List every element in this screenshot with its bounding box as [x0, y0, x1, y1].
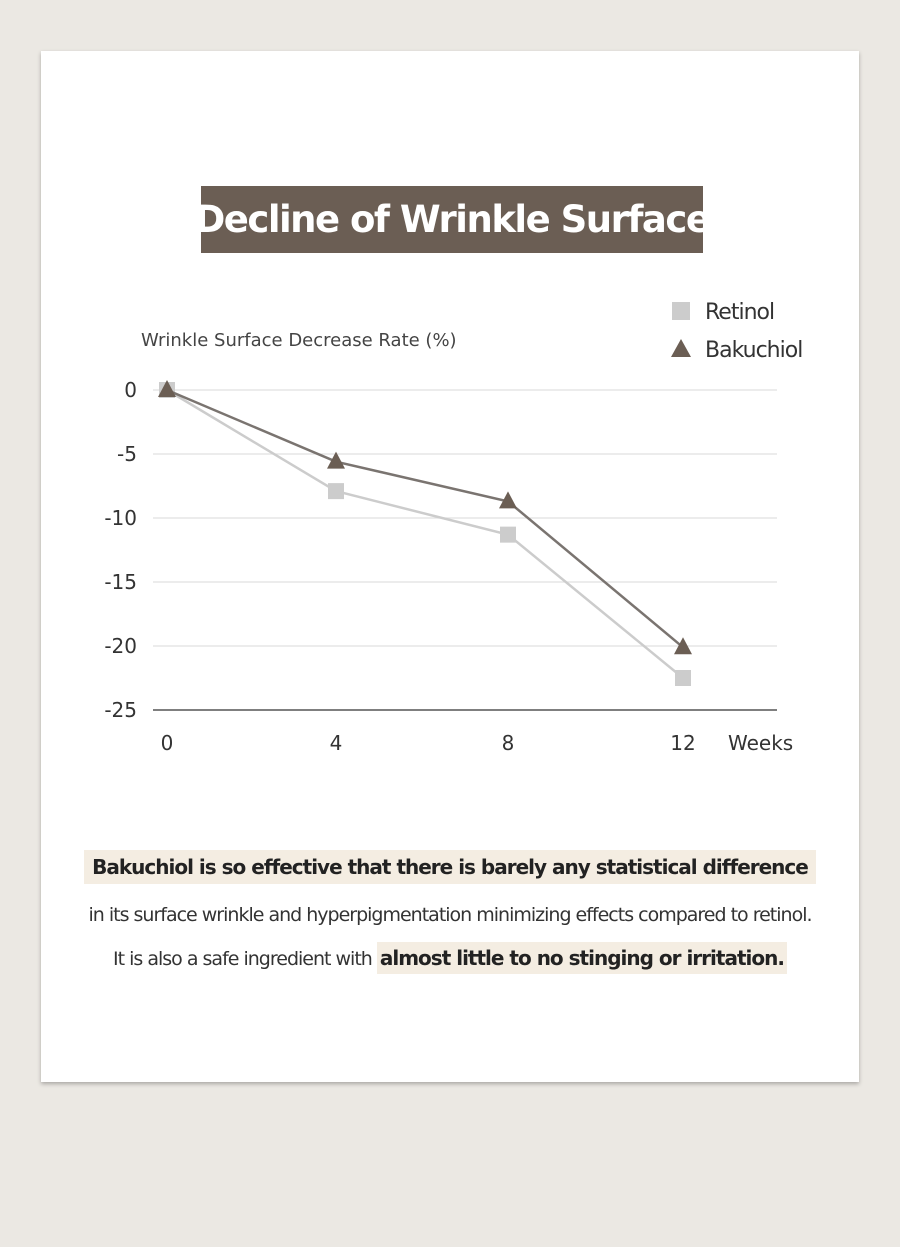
legend-label-bakuchiol: Bakuchiol	[705, 338, 802, 363]
legend-label-retinol: Retinol	[705, 300, 774, 325]
bakuchiol-line	[166, 388, 684, 649]
chart-title-box: Decline of Wrinkle Surface	[195, 186, 711, 253]
x-tick-label: 12	[670, 731, 695, 755]
legend-marker-retinol	[672, 302, 690, 320]
retinol-point	[328, 483, 344, 500]
x-tick-label: 4	[330, 731, 343, 755]
content-card: Decline of Wrinkle Surface 0 -5 -10 -15 -20 -…	[41, 51, 859, 1082]
bakuchiol-point	[327, 451, 345, 469]
series-group	[158, 380, 692, 686]
y-axis-ticks: 0 -5 -10 -15 -20 -25	[104, 378, 137, 722]
line-chart: 0 -5 -10 -15 -20 -25 0 4 8 12 Wrinkle Surface De…	[104, 300, 803, 755]
paragraph-line-1: Bakuchiol is so effective that there is …	[41, 850, 859, 884]
bakuchiol-point	[158, 380, 176, 397]
y-tick-label: -5	[117, 442, 137, 466]
y-tick-label: -25	[104, 698, 137, 722]
x-axis-ticks: 0 4 8 12	[161, 731, 696, 755]
retinol-point	[500, 526, 516, 543]
line3-prefix: It is also a safe ingredient with	[113, 948, 377, 970]
highlight-statement: Bakuchiol is so effective that there is …	[84, 850, 816, 884]
y-tick-label: -20	[104, 634, 137, 658]
legend-marker-bakuchiol	[671, 339, 691, 357]
retinol-line	[166, 388, 684, 679]
chart-title: Decline of Wrinkle Surface	[194, 198, 711, 241]
bakuchiol-point	[499, 491, 517, 509]
x-tick-label: 0	[161, 731, 174, 755]
x-tick-label: 8	[502, 731, 515, 755]
series-retinol	[159, 382, 691, 686]
paragraph-line-3: It is also a safe ingredient with almost…	[41, 942, 859, 974]
y-axis-label: Wrinkle Surface Decrease Rate (%)	[141, 330, 457, 351]
highlight-safety: almost little to no stinging or irritati…	[376, 942, 787, 974]
y-tick-label: 0	[124, 378, 137, 402]
y-tick-label: -10	[104, 506, 137, 530]
paragraph-line-2: in its surface wrinkle and hyperpigmenta…	[88, 904, 812, 926]
grid-lines	[153, 389, 777, 711]
series-bakuchiol	[158, 380, 692, 655]
x-axis-label: Weeks	[728, 731, 793, 755]
retinol-point	[675, 670, 691, 686]
bakuchiol-point	[674, 637, 692, 655]
legend: Retinol Bakuchiol	[671, 300, 803, 363]
y-tick-label: -15	[104, 570, 137, 594]
